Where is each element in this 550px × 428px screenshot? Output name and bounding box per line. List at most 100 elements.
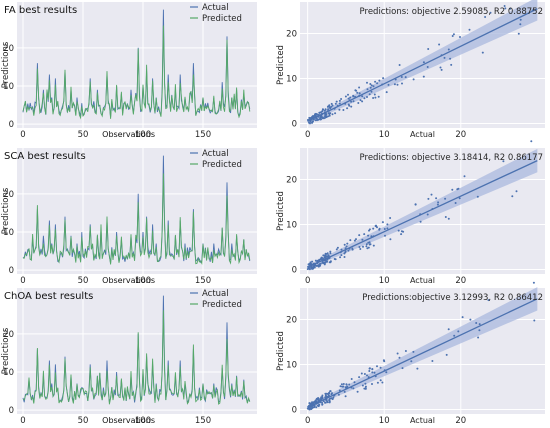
scatter-point: [444, 216, 447, 218]
scatter-point: [317, 400, 320, 403]
scatter-point: [308, 117, 311, 120]
scatter-point: [358, 94, 361, 97]
x-axis-label: Observations: [102, 416, 155, 425]
scatter-point: [363, 387, 366, 390]
scatter-point: [314, 116, 316, 119]
scatter-point: [317, 265, 320, 268]
scatter-point: [323, 109, 326, 112]
line-panel-2: 0 50 100 150 0 10 20 Observations Predictions ChO…: [1, 288, 257, 426]
scatter-point: [451, 188, 454, 191]
scatter-point: [350, 105, 353, 108]
x-tick-label: 10: [379, 130, 390, 140]
scatter-point: [328, 397, 331, 400]
scatter-point: [334, 258, 337, 261]
scatter-point: [320, 114, 323, 117]
scatter-point: [353, 381, 356, 384]
scatter-point: [350, 378, 353, 380]
series-predicted-line: [22, 310, 251, 405]
scatter-point: [453, 334, 456, 337]
scatter-point: [350, 100, 353, 103]
x-tick-label: 0: [305, 416, 310, 426]
series-predicted-line: [22, 25, 251, 120]
scatter-point: [314, 400, 317, 403]
scatter-point: [344, 95, 347, 98]
scatter-point: [367, 246, 370, 249]
scatter-point: [331, 104, 334, 107]
scatter-point: [336, 104, 339, 107]
scatter-point: [458, 197, 461, 200]
scatter-point: [339, 251, 342, 254]
scatter-point: [352, 94, 355, 97]
scatter-point: [451, 35, 454, 37]
x-tick-label: 150: [195, 130, 211, 140]
scatter-point: [414, 203, 417, 206]
confidence-band: [307, 0, 538, 124]
panel-title: Predictions: objective 2.59085, R2 0.887…: [360, 7, 543, 17]
scatter-point: [315, 402, 317, 405]
scatter-point: [307, 265, 310, 268]
scatter-point: [344, 102, 347, 105]
scatter-point: [335, 248, 338, 251]
scatter-point: [437, 201, 440, 204]
y-tick-label: 0: [9, 406, 14, 416]
scatter-point: [358, 246, 361, 248]
scatter-point: [376, 226, 378, 229]
y-tick-label: 20: [286, 176, 297, 186]
scatter-point: [347, 93, 349, 96]
y-axis-label: Predictions: [1, 327, 11, 374]
scatter-point: [396, 83, 399, 86]
scatter-point: [316, 264, 319, 267]
scatter-point: [319, 398, 322, 401]
panel-title: SCA best results: [4, 151, 86, 162]
scatter-point: [426, 213, 429, 216]
scatter-point: [489, 11, 492, 14]
scatter-point: [341, 385, 344, 388]
scatter-point: [311, 260, 314, 263]
scatter-point: [365, 245, 368, 248]
scatter-point: [378, 228, 381, 231]
scatter-point: [503, 5, 506, 7]
scatter-point: [314, 259, 317, 262]
x-tick-label: 20: [455, 416, 466, 426]
scatter-point: [361, 238, 364, 241]
x-tick-label: 0: [305, 130, 310, 140]
regression-line: [307, 160, 538, 268]
scatter-point: [427, 48, 430, 50]
scatter-point: [360, 372, 363, 375]
scatter-point: [368, 367, 371, 370]
scatter-point: [396, 352, 399, 355]
scatter-point: [321, 112, 324, 115]
scatter-point: [431, 360, 434, 362]
scatter-point: [366, 88, 369, 91]
x-axis-label: Actual: [410, 130, 435, 139]
scatter-point: [322, 259, 325, 262]
scatter-point: [315, 406, 318, 409]
scatter-point: [367, 241, 370, 244]
scatter-point: [447, 48, 450, 51]
scatter-point: [339, 256, 342, 259]
scatter-point: [359, 99, 362, 102]
scatter-point: [416, 367, 419, 370]
scatter-point: [327, 115, 330, 118]
scatter-point: [377, 95, 380, 98]
scatter-point: [311, 116, 314, 119]
confidence-band: [307, 148, 538, 270]
legend-label-predicted: Predicted: [202, 160, 242, 170]
scatter-point: [384, 234, 386, 237]
scatter-point: [530, 140, 533, 143]
scatter-point: [319, 111, 322, 114]
line-panel-1: 0 50 100 150 0 10 20 Observations Predictions SCA…: [1, 148, 257, 286]
scatter-point: [350, 386, 353, 389]
scatter-point: [463, 175, 466, 178]
y-tick-label: 10: [3, 82, 14, 92]
series-predicted-line: [22, 173, 251, 265]
regression-line: [307, 298, 538, 408]
scatter-point: [366, 81, 368, 84]
scatter-point: [368, 243, 371, 246]
scatter-point: [364, 382, 367, 385]
scatter-point: [324, 112, 327, 115]
scatter-point: [311, 406, 314, 409]
scatter-point: [369, 83, 372, 85]
scatter-point: [355, 238, 357, 241]
scatter-point: [356, 91, 359, 94]
